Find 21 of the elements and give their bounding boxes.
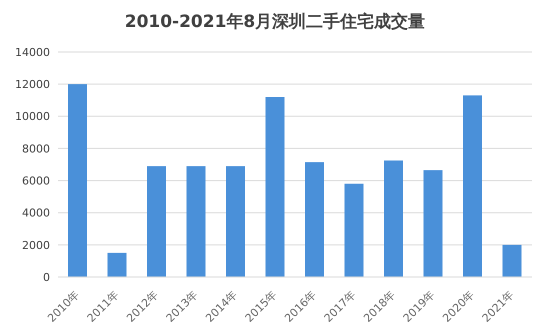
bar <box>108 252 126 277</box>
y-tick-label: 4000 <box>22 206 50 220</box>
y-tick-label: 6000 <box>22 174 50 188</box>
bar <box>226 166 245 277</box>
bar <box>424 170 442 277</box>
chart-title: 2010-2021年8月深圳二手住宅成交量 <box>124 11 426 34</box>
y-tick-label: 0 <box>43 270 50 284</box>
bar <box>68 84 87 277</box>
bar <box>147 166 166 277</box>
bar <box>384 160 403 277</box>
y-tick-label: 8000 <box>22 142 50 156</box>
y-tick-label: 10000 <box>15 110 50 124</box>
y-tick-label: 2000 <box>22 238 50 252</box>
y-tick-label: 12000 <box>15 78 50 92</box>
bar <box>266 97 284 277</box>
bar <box>344 184 364 277</box>
bar <box>502 244 522 277</box>
bar <box>186 166 206 277</box>
bar <box>305 162 324 277</box>
y-tick-label: 14000 <box>15 46 50 59</box>
bar <box>463 95 482 277</box>
